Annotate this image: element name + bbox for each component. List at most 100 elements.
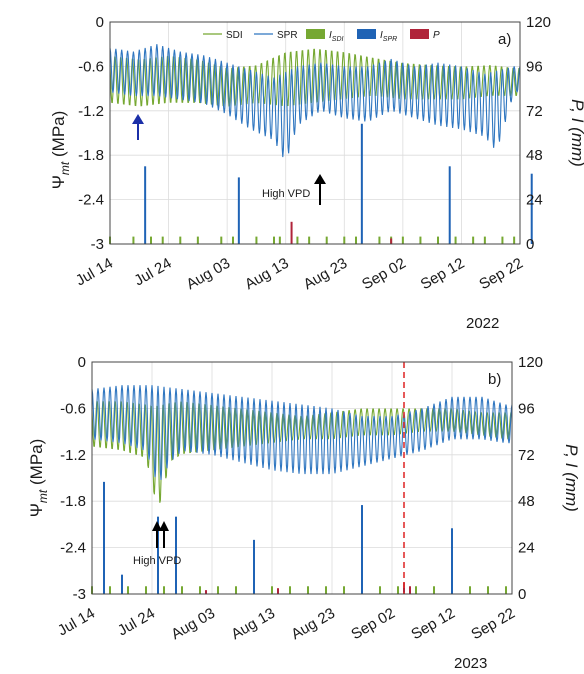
i-sdi-bar [278, 236, 281, 244]
y-left-label-b: Ψmt (MPa) [27, 439, 50, 518]
blue-arrow-a [132, 114, 144, 140]
legend-sdi-label: SDI [226, 30, 243, 41]
i-spr-bar [103, 481, 105, 594]
x-tick-label: Jul 24 [131, 255, 174, 290]
high-vpd-arrowhead-b1 [152, 521, 162, 531]
high-vpd-annotation-b: High VPD [133, 521, 181, 567]
y-left-tick-label: -3 [73, 586, 86, 603]
high-vpd-label-b: High VPD [133, 555, 181, 567]
i-sdi-bar [401, 236, 404, 244]
i-sdi-bar [161, 236, 164, 244]
high-vpd-arrowhead-b2 [159, 521, 169, 531]
i-sdi-bar [217, 586, 219, 594]
i-sdi-bar [308, 236, 311, 244]
x-tick-label: Aug 03 [168, 605, 218, 643]
i-sdi-bar [415, 586, 417, 594]
i-sdi-bar [483, 236, 486, 244]
i-sdi-bar [307, 586, 309, 594]
i-sdi-bar [454, 236, 457, 244]
x-tick-label: Aug 23 [301, 255, 351, 293]
x-tick-label: Jul 14 [73, 255, 116, 290]
spr-line [109, 44, 521, 158]
i-sdi-bar [196, 236, 199, 244]
year-label-b: 2023 [454, 655, 487, 672]
i-spr-bar [451, 528, 453, 594]
i-sdi-bar [289, 586, 291, 594]
p-bar [403, 582, 405, 594]
legend-p-swatch [410, 29, 429, 39]
p-bar [390, 238, 393, 244]
panel-a: 0 -0.6 -1.2 -1.8 -2.4 -3 120 96 72 48 24 0 Jul 14 J… [49, 14, 584, 332]
spr-line [91, 385, 513, 480]
y-right-tick-label: 96 [526, 58, 543, 75]
x-tick-label: Jul 14 [55, 605, 98, 640]
x-ticks-b: Jul 14 Jul 24 Aug 03 Aug 13 Aug 23 Sep 02 Sep … [55, 605, 518, 643]
y-right-tick-label: 24 [518, 540, 535, 557]
y-right-label-a: P, I (mm) [568, 99, 584, 167]
y-right-label-b: P, I (mm) [562, 444, 581, 512]
y-left-tick-label: -1.2 [60, 447, 86, 464]
i-sdi-bar [235, 586, 237, 594]
i-sdi-bar [355, 236, 357, 244]
y-right-tick-label: 0 [526, 236, 534, 253]
y-right-ticks-b: 120 96 72 48 24 0 [518, 354, 543, 603]
high-vpd-annotation-a: High VPD [262, 174, 326, 205]
i-sdi-bar [513, 236, 516, 244]
i-sdi-bar [145, 586, 147, 594]
y-right-tick-label: 48 [526, 147, 543, 164]
x-tick-label: Sep 22 [468, 605, 518, 643]
panel-label-a: a) [498, 31, 511, 48]
high-vpd-arrowhead-a [314, 174, 326, 184]
i-spr-bar [253, 539, 255, 594]
y-left-ticks-a: 0 -0.6 -1.2 -1.8 -2.4 -3 [78, 14, 104, 253]
plot-frame-b [91, 361, 513, 595]
y-left-label-a: Ψmt (MPa) [49, 111, 72, 190]
y-right-ticks-a: 120 96 72 48 24 0 [526, 14, 551, 253]
i-sdi-bar [325, 236, 328, 244]
y-left-tick-label: -0.6 [60, 400, 86, 417]
x-tick-label: Sep 02 [359, 255, 409, 293]
i-sdi-bar [132, 236, 135, 244]
p-bar [290, 221, 293, 244]
data-layer-b [91, 362, 513, 594]
p-bar [205, 590, 207, 594]
x-tick-label: Aug 23 [288, 605, 338, 643]
i-sdi-bar [378, 236, 381, 244]
i-spr-bar [530, 173, 533, 244]
i-sdi-bar [472, 236, 475, 244]
i-sdi-bar [433, 586, 435, 594]
i-spr-bar [448, 166, 451, 244]
y-right-tick-label: 96 [518, 400, 535, 417]
x-tick-label: Aug 13 [242, 255, 292, 293]
y-left-tick-label: -3 [91, 236, 104, 253]
panel-label-b: b) [488, 371, 501, 388]
i-spr-bar [144, 166, 147, 244]
i-sdi-bar [220, 236, 223, 244]
y-left-tick-label: 0 [78, 354, 86, 371]
i-sdi-bar [271, 586, 273, 594]
x-tick-label: Aug 13 [228, 605, 278, 643]
i-sdi-bar [296, 236, 299, 244]
i-spr-bar [360, 123, 363, 244]
i-sdi-bar [501, 236, 504, 244]
y-right-tick-label: 120 [518, 354, 543, 371]
i-sdi-bar [419, 236, 422, 244]
y-right-tick-label: 24 [526, 192, 543, 209]
i-sdi-bar [437, 236, 439, 244]
x-tick-label: Sep 12 [408, 605, 458, 643]
i-sdi-bar [469, 586, 471, 594]
y-left-tick-label: -0.6 [78, 58, 104, 75]
i-sdi-bar [109, 586, 111, 594]
i-spr-bar [175, 516, 177, 594]
i-spr-bar [121, 574, 123, 594]
legend-spr-label: SPR [277, 30, 298, 41]
legend-ispr-label: ISPR [380, 30, 397, 43]
p-bar [277, 588, 279, 594]
i-sdi-bar [199, 586, 201, 594]
i-sdi-bar [325, 586, 327, 594]
y-left-tick-label: 0 [96, 14, 104, 31]
y-right-tick-label: 0 [518, 586, 526, 603]
y-right-tick-label: 120 [526, 14, 551, 31]
